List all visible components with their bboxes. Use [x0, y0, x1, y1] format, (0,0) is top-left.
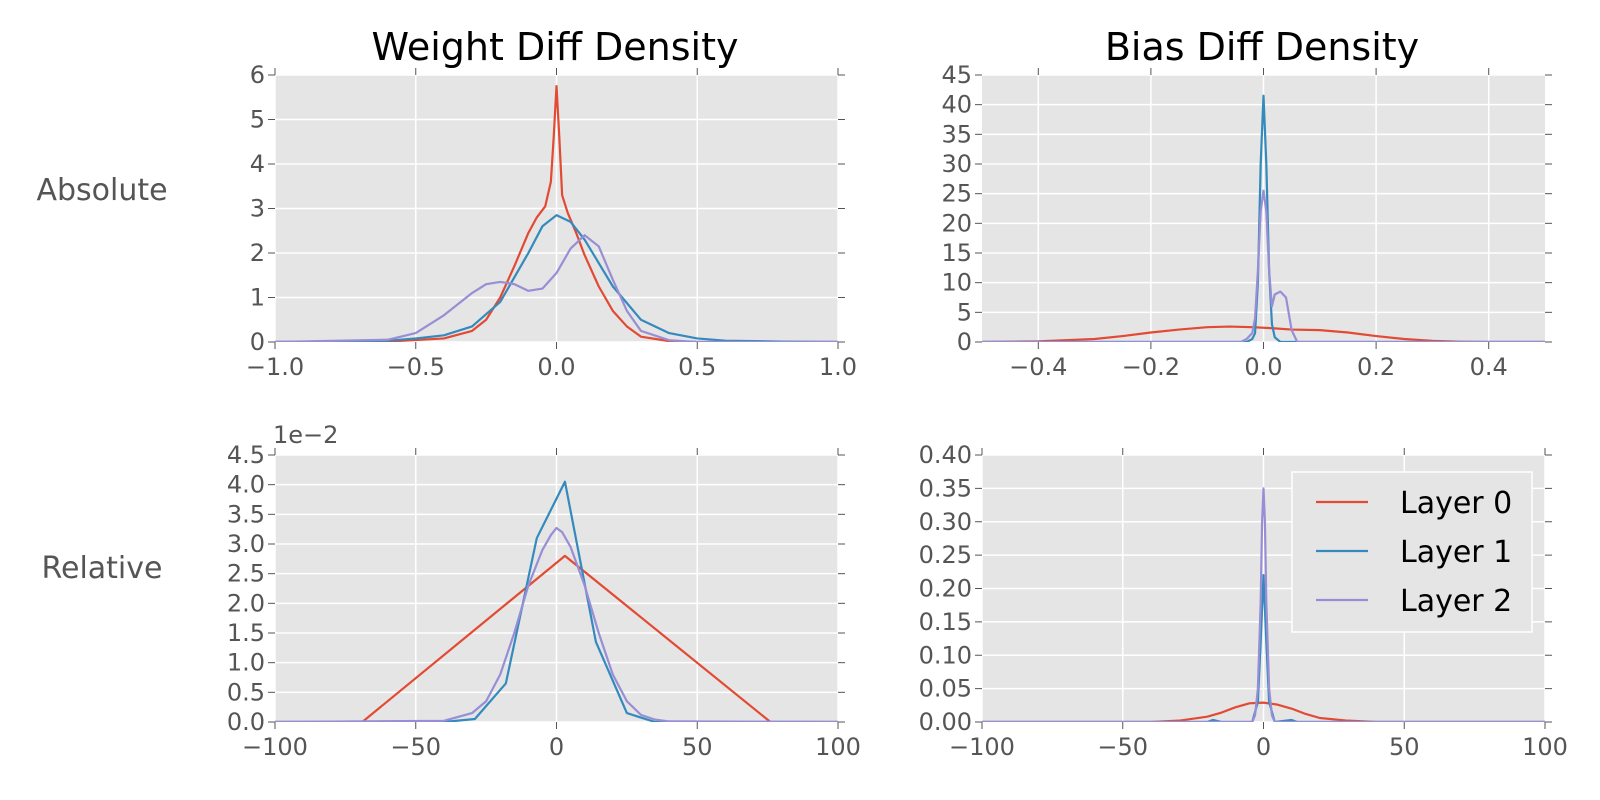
x-tick-label: 0.0 [537, 353, 575, 381]
x-tick-label: 0.0 [1244, 353, 1282, 381]
y-tick-label: 15 [941, 239, 972, 267]
series-line-layer-2 [275, 526, 838, 722]
y-tick-label: 3.5 [227, 500, 265, 528]
y-tick-label: 20 [941, 209, 972, 237]
x-tick-label: −1.0 [246, 353, 304, 381]
y-tick-label: 2.0 [227, 589, 265, 617]
series-line-layer-1 [275, 480, 838, 722]
y-tick-label: 0.20 [919, 575, 972, 603]
x-tick-label: 0.2 [1357, 353, 1395, 381]
y-tick-label: 1.5 [227, 619, 265, 647]
series-line-layer-1 [982, 574, 1545, 722]
y-tick-label: 0.35 [919, 474, 972, 502]
series-line-layer-2 [275, 234, 838, 342]
series-line-layer-0 [275, 85, 838, 342]
y-tick-label: 0.25 [919, 541, 972, 569]
y-tick-label: 0.30 [919, 508, 972, 536]
panel-abs-weight: −1.0 −0.5 0.0 0.5 1.0 0 1 2 3 4 5 6 [246, 61, 857, 381]
x-tick-label: 50 [682, 733, 713, 761]
legend-label: Layer 1 [1400, 535, 1512, 570]
x-tick-label: −50 [390, 733, 441, 761]
x-tick-label: −0.5 [387, 353, 445, 381]
series-line-layer-0 [982, 325, 1545, 342]
y-tick-label: 45 [941, 61, 972, 89]
y-tick-label: 5 [250, 106, 265, 134]
x-tick-label: 0 [1256, 733, 1271, 761]
y-tick-label: 2 [250, 239, 265, 267]
x-tick-label: 100 [815, 733, 861, 761]
y-tick-label: 0.00 [919, 708, 972, 736]
panel-rel-weight: −100 −50 0 50 100 0.00.51.01.52.02.53.03.54.0… [227, 421, 861, 761]
y-tick-label: 3.0 [227, 530, 265, 558]
y-tick-label: 10 [941, 269, 972, 297]
x-tick-label: −100 [949, 733, 1015, 761]
x-tick-label: 100 [1522, 733, 1568, 761]
series-line-layer-2 [982, 487, 1545, 722]
y-tick-label: 0.5 [227, 678, 265, 706]
y-tick-label: 6 [250, 61, 265, 89]
y-tick-label: 4 [250, 150, 265, 178]
x-tick-label: −0.4 [1009, 353, 1067, 381]
series-line-layer-2 [982, 189, 1545, 342]
axis-offset-label: 1e−2 [273, 421, 338, 449]
x-tick-label: 1.0 [819, 353, 857, 381]
series-line-layer-1 [982, 94, 1545, 342]
y-tick-label: 0.10 [919, 641, 972, 669]
y-tick-label: 0 [250, 328, 265, 356]
series-line-layer-0 [982, 701, 1545, 722]
y-tick-label: 35 [941, 120, 972, 148]
legend-label: Layer 2 [1400, 584, 1512, 619]
row-label-relative: Relative [42, 551, 163, 586]
y-tick-label: 5 [957, 298, 972, 326]
y-tick-label: 0.05 [919, 675, 972, 703]
x-tick-label: −100 [242, 733, 308, 761]
col-title-bias: Bias Diff Density [1105, 25, 1419, 69]
y-tick-label: 1.0 [227, 649, 265, 677]
y-tick-label: 0.15 [919, 608, 972, 636]
y-tick-label: 3 [250, 195, 265, 223]
y-tick-label: 0.40 [919, 441, 972, 469]
panel-rel-bias: −100 −50 0 50 100 0.00 0.05 0.10 0.15 0.20 0.25 0.3… [919, 441, 1568, 761]
y-tick-label: 0 [957, 328, 972, 356]
x-tick-label: −0.2 [1122, 353, 1180, 381]
x-tick-label: −50 [1097, 733, 1148, 761]
col-title-weight: Weight Diff Density [371, 25, 738, 69]
y-tick-label: 2.5 [227, 560, 265, 588]
y-tick-label: 4.0 [227, 471, 265, 499]
y-tick-label: 1 [250, 284, 265, 312]
x-tick-label: 0 [549, 733, 564, 761]
row-label-absolute: Absolute [36, 173, 167, 208]
x-tick-label: 0.4 [1470, 353, 1508, 381]
y-tick-label: 4.5 [227, 441, 265, 469]
y-tick-label: 40 [941, 91, 972, 119]
x-tick-label: 50 [1389, 733, 1420, 761]
y-tick-label: 30 [941, 150, 972, 178]
y-tick-label: 25 [941, 180, 972, 208]
legend: Layer 0 Layer 1 Layer 2 [1291, 471, 1533, 633]
series-line-layer-0 [275, 554, 838, 722]
series-line-layer-1 [275, 214, 838, 342]
y-tick-label: 0.0 [227, 708, 265, 736]
legend-label: Layer 0 [1400, 486, 1512, 521]
x-tick-label: 0.5 [678, 353, 716, 381]
